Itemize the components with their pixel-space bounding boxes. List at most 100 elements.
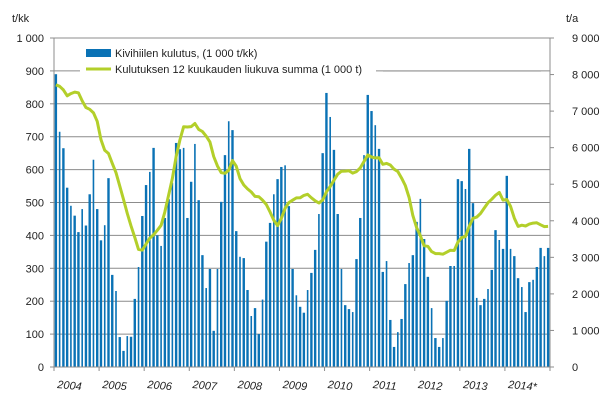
rolling-sum-line xyxy=(55,83,549,256)
bar xyxy=(483,298,486,367)
bar xyxy=(490,269,493,367)
bar xyxy=(392,346,396,367)
bar xyxy=(92,159,95,367)
bar xyxy=(516,278,520,367)
legend-label-bars: Kivihiilen kulutus, (1 000 t/kk) xyxy=(115,48,257,60)
bar xyxy=(276,179,279,367)
bar xyxy=(194,143,196,367)
left-tick-label: 800 xyxy=(26,99,44,111)
bar xyxy=(111,274,114,367)
bar xyxy=(442,338,444,367)
left-tick-label: 1 000 xyxy=(16,33,44,45)
bar xyxy=(539,247,542,367)
bar xyxy=(137,266,140,367)
bar-series xyxy=(54,74,550,368)
bar xyxy=(103,225,106,367)
bar xyxy=(298,306,302,367)
bar xyxy=(374,125,377,367)
bar xyxy=(133,298,136,367)
x-tick-label: 2011 xyxy=(371,379,397,393)
right-tick-label: 3 000 xyxy=(572,252,600,264)
bar xyxy=(456,179,460,367)
bar xyxy=(332,149,336,367)
bar xyxy=(460,181,463,367)
bar xyxy=(310,272,313,367)
bar xyxy=(284,165,286,367)
bar xyxy=(479,305,482,367)
bar xyxy=(250,316,253,367)
bar xyxy=(220,201,223,367)
bar xyxy=(437,346,441,367)
bar xyxy=(178,149,182,367)
x-tick-label: 2005 xyxy=(101,379,128,393)
bar xyxy=(329,116,331,368)
left-tick-label: 600 xyxy=(26,165,44,177)
bar xyxy=(505,175,508,367)
bar xyxy=(498,240,501,367)
right-tick-label: 8 000 xyxy=(572,70,600,82)
bar xyxy=(62,148,65,367)
bar xyxy=(445,300,448,367)
bar xyxy=(174,142,178,367)
legend-label-line: Kulutuksen 12 kuukauden liukuva summa (1… xyxy=(115,64,362,76)
right-tick-label: 9 000 xyxy=(572,33,600,45)
x-tick-label: 2007 xyxy=(191,379,218,393)
bar xyxy=(189,181,193,367)
right-tick-label: 4 000 xyxy=(572,216,600,228)
bar xyxy=(475,297,478,367)
bar xyxy=(501,248,505,367)
bar xyxy=(532,279,534,367)
left-axis-unit: t/kk xyxy=(12,13,30,25)
bar xyxy=(325,92,328,368)
bar xyxy=(426,276,430,367)
legend-bar-swatch xyxy=(86,49,111,57)
bar xyxy=(144,185,148,367)
bar xyxy=(81,209,83,367)
bar xyxy=(351,312,354,367)
x-tick-label: 2010 xyxy=(326,379,353,393)
bar xyxy=(186,217,189,367)
bar xyxy=(160,245,162,367)
bar xyxy=(152,147,155,367)
x-tick-label: 2009 xyxy=(281,379,307,393)
x-tick-label: 2006 xyxy=(146,379,173,393)
bar xyxy=(366,94,369,368)
bar xyxy=(389,319,392,367)
bar xyxy=(257,334,260,367)
bar xyxy=(295,295,298,367)
x-tick-label: 2012 xyxy=(416,379,442,393)
left-tick-label: 0 xyxy=(38,362,44,374)
bar xyxy=(268,222,272,367)
left-tick-label: 300 xyxy=(26,263,44,275)
bar xyxy=(163,217,167,367)
bar xyxy=(201,255,204,367)
axes: 0 100 200 300 400 500 600 700 800 900 1 000 0 1 000 2… xyxy=(16,33,599,394)
bar xyxy=(261,299,264,367)
bar xyxy=(118,337,121,367)
bar xyxy=(122,350,125,367)
bar xyxy=(107,178,110,367)
bar xyxy=(58,131,61,367)
x-tick-label: 2008 xyxy=(236,379,263,393)
bar xyxy=(141,215,144,367)
bar xyxy=(227,121,230,367)
bar xyxy=(231,130,234,367)
bar xyxy=(115,291,117,367)
bar xyxy=(449,265,452,367)
bar xyxy=(318,214,320,367)
bar xyxy=(313,249,317,367)
bar xyxy=(336,214,339,367)
bar xyxy=(54,74,58,367)
bar xyxy=(434,338,437,367)
bar xyxy=(468,148,471,367)
left-tick-label: 200 xyxy=(26,296,44,308)
bar xyxy=(223,155,227,367)
bar xyxy=(65,187,69,367)
bar xyxy=(302,312,306,367)
right-tick-label: 1 000 xyxy=(572,325,600,337)
bar xyxy=(205,288,207,367)
bar xyxy=(273,194,275,367)
bar xyxy=(397,332,399,367)
bar xyxy=(84,225,88,367)
